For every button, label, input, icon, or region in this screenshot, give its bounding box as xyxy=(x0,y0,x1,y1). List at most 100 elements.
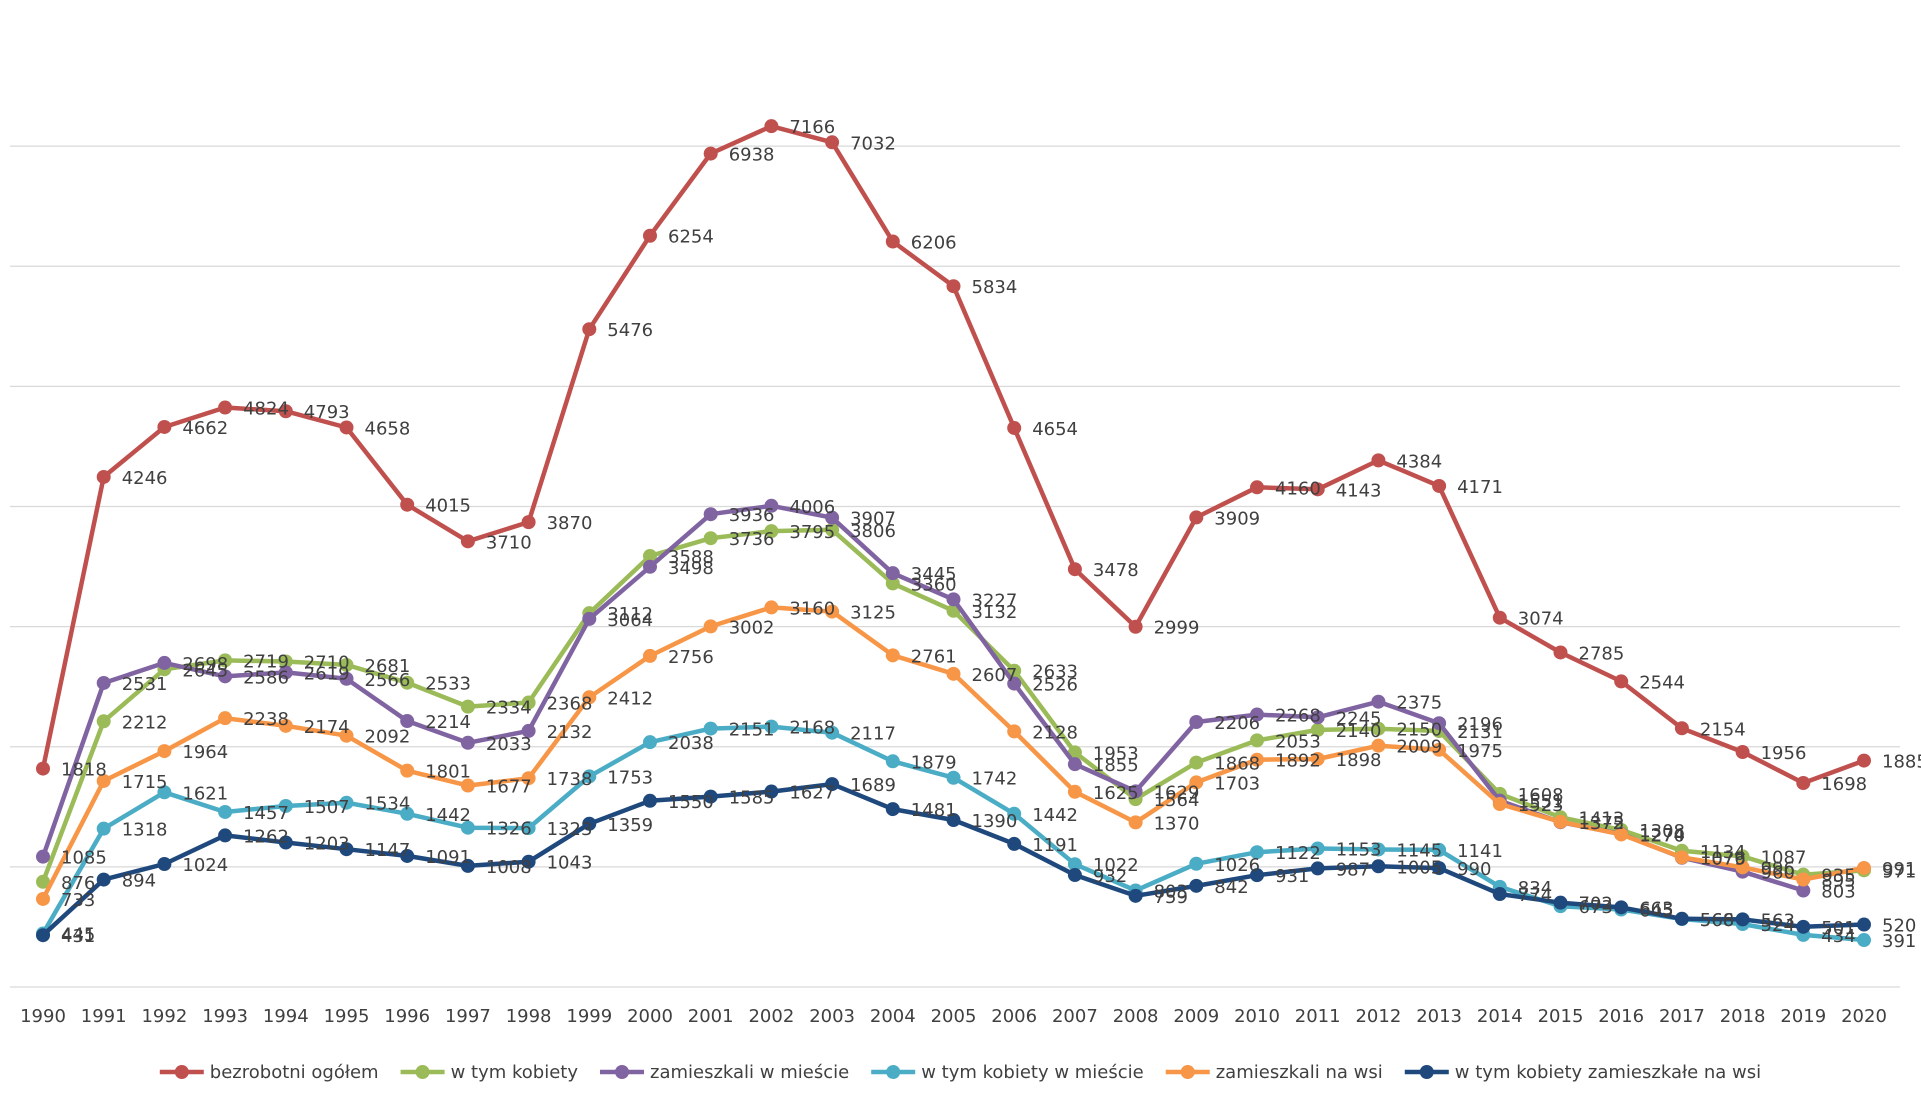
x-tick-label: 2020 xyxy=(1841,1006,1887,1027)
data-label: 1043 xyxy=(547,853,593,874)
x-tick-label: 2013 xyxy=(1416,1006,1462,1027)
data-label: 3736 xyxy=(729,529,775,550)
data-label: 3870 xyxy=(547,513,593,534)
data-label: 3478 xyxy=(1093,560,1139,581)
data-label: 4015 xyxy=(425,496,471,517)
data-point xyxy=(157,655,172,670)
data-point xyxy=(1796,872,1811,887)
data-point xyxy=(1371,842,1386,857)
data-label: 3795 xyxy=(789,522,835,543)
data-label: 445 xyxy=(61,925,95,946)
x-tick-label: 1994 xyxy=(263,1006,309,1027)
data-point xyxy=(1614,827,1629,842)
data-label: 2368 xyxy=(547,694,593,715)
data-label: 645 xyxy=(1639,901,1673,922)
data-label: 1191 xyxy=(1032,835,1078,856)
x-tick-label: 1992 xyxy=(141,1006,187,1027)
data-point xyxy=(1432,861,1447,876)
legend-marker xyxy=(415,1065,430,1079)
data-point xyxy=(1614,674,1629,689)
data-label: 1091 xyxy=(425,847,471,868)
data-label: 1738 xyxy=(547,769,593,790)
data-point xyxy=(703,721,718,736)
data-point xyxy=(582,690,597,705)
data-point xyxy=(764,119,779,134)
x-tick-label: 2009 xyxy=(1173,1006,1219,1027)
data-label: 2719 xyxy=(243,651,289,672)
data-point xyxy=(157,419,172,434)
data-point xyxy=(1250,733,1264,748)
data-label: 1585 xyxy=(729,788,775,809)
legend-label: bezrobotni ogółem xyxy=(210,1062,379,1083)
data-label: 2033 xyxy=(486,734,532,755)
data-point xyxy=(825,135,840,150)
data-point xyxy=(703,531,718,546)
data-label: 842 xyxy=(1214,877,1248,898)
data-label: 2999 xyxy=(1154,618,1200,639)
data-point xyxy=(1796,883,1811,898)
data-point xyxy=(400,763,415,778)
data-label: 733 xyxy=(61,890,95,911)
data-point xyxy=(36,928,50,943)
data-point xyxy=(1371,859,1386,874)
data-point xyxy=(96,469,111,484)
data-label: 1523 xyxy=(1518,795,1564,816)
data-label: 2412 xyxy=(607,688,653,709)
data-label: 1375 xyxy=(1579,813,1625,834)
data-label: 1564 xyxy=(1154,790,1200,811)
data-label: 1818 xyxy=(61,760,107,781)
data-label: 1879 xyxy=(911,752,957,773)
data-label: 1868 xyxy=(1214,754,1260,775)
data-point xyxy=(96,872,111,887)
data-point xyxy=(96,773,111,788)
data-label: 1608 xyxy=(1518,785,1564,806)
data-point xyxy=(825,510,840,525)
data-point xyxy=(36,849,50,864)
data-point xyxy=(96,675,111,690)
data-label: 2140 xyxy=(1336,721,1382,742)
legend-label: w tym kobiety zamieszkałe na wsi xyxy=(1455,1062,1761,1083)
data-point xyxy=(643,648,657,663)
data-point xyxy=(1371,721,1386,736)
data-point xyxy=(521,854,536,869)
data-label: 3064 xyxy=(607,610,653,631)
data-point xyxy=(1310,710,1325,725)
data-label: 4006 xyxy=(789,497,835,518)
data-label: 1442 xyxy=(425,805,471,826)
data-label: 2785 xyxy=(1579,643,1625,664)
data-label: 2053 xyxy=(1275,731,1321,752)
data-point xyxy=(1553,895,1568,910)
data-label: 3445 xyxy=(911,564,957,585)
data-point xyxy=(400,714,415,729)
data-label: 4171 xyxy=(1457,477,1503,498)
series-line xyxy=(40,503,1804,893)
data-label: 3907 xyxy=(850,509,896,530)
data-point xyxy=(885,576,900,591)
data-label: 3498 xyxy=(668,558,714,579)
data-label: 774 xyxy=(1518,885,1552,906)
data-label: 4160 xyxy=(1275,478,1321,499)
data-point xyxy=(157,856,172,871)
data-label: 3132 xyxy=(972,602,1018,623)
data-label: 3806 xyxy=(850,521,896,542)
data-point xyxy=(36,874,50,889)
x-tick-label: 2016 xyxy=(1598,1006,1644,1027)
data-label: 1370 xyxy=(1154,813,1200,834)
legend-label: w tym kobiety xyxy=(451,1062,579,1083)
data-point xyxy=(218,400,233,415)
legend-marker xyxy=(1180,1065,1195,1079)
data-point xyxy=(1250,707,1264,722)
data-label: 2238 xyxy=(243,709,289,730)
legend-marker xyxy=(1419,1065,1434,1079)
data-label: 991 xyxy=(1882,859,1916,880)
data-label: 834 xyxy=(1518,878,1552,899)
data-point xyxy=(703,507,718,522)
data-point xyxy=(946,666,961,681)
data-point xyxy=(946,813,961,828)
data-label: 2566 xyxy=(365,670,411,691)
data-label: 1703 xyxy=(1214,773,1260,794)
data-label: 1892 xyxy=(1275,751,1321,772)
data-point xyxy=(1067,784,1082,799)
data-label: 2151 xyxy=(729,720,775,741)
data-label: 1145 xyxy=(1396,840,1442,861)
